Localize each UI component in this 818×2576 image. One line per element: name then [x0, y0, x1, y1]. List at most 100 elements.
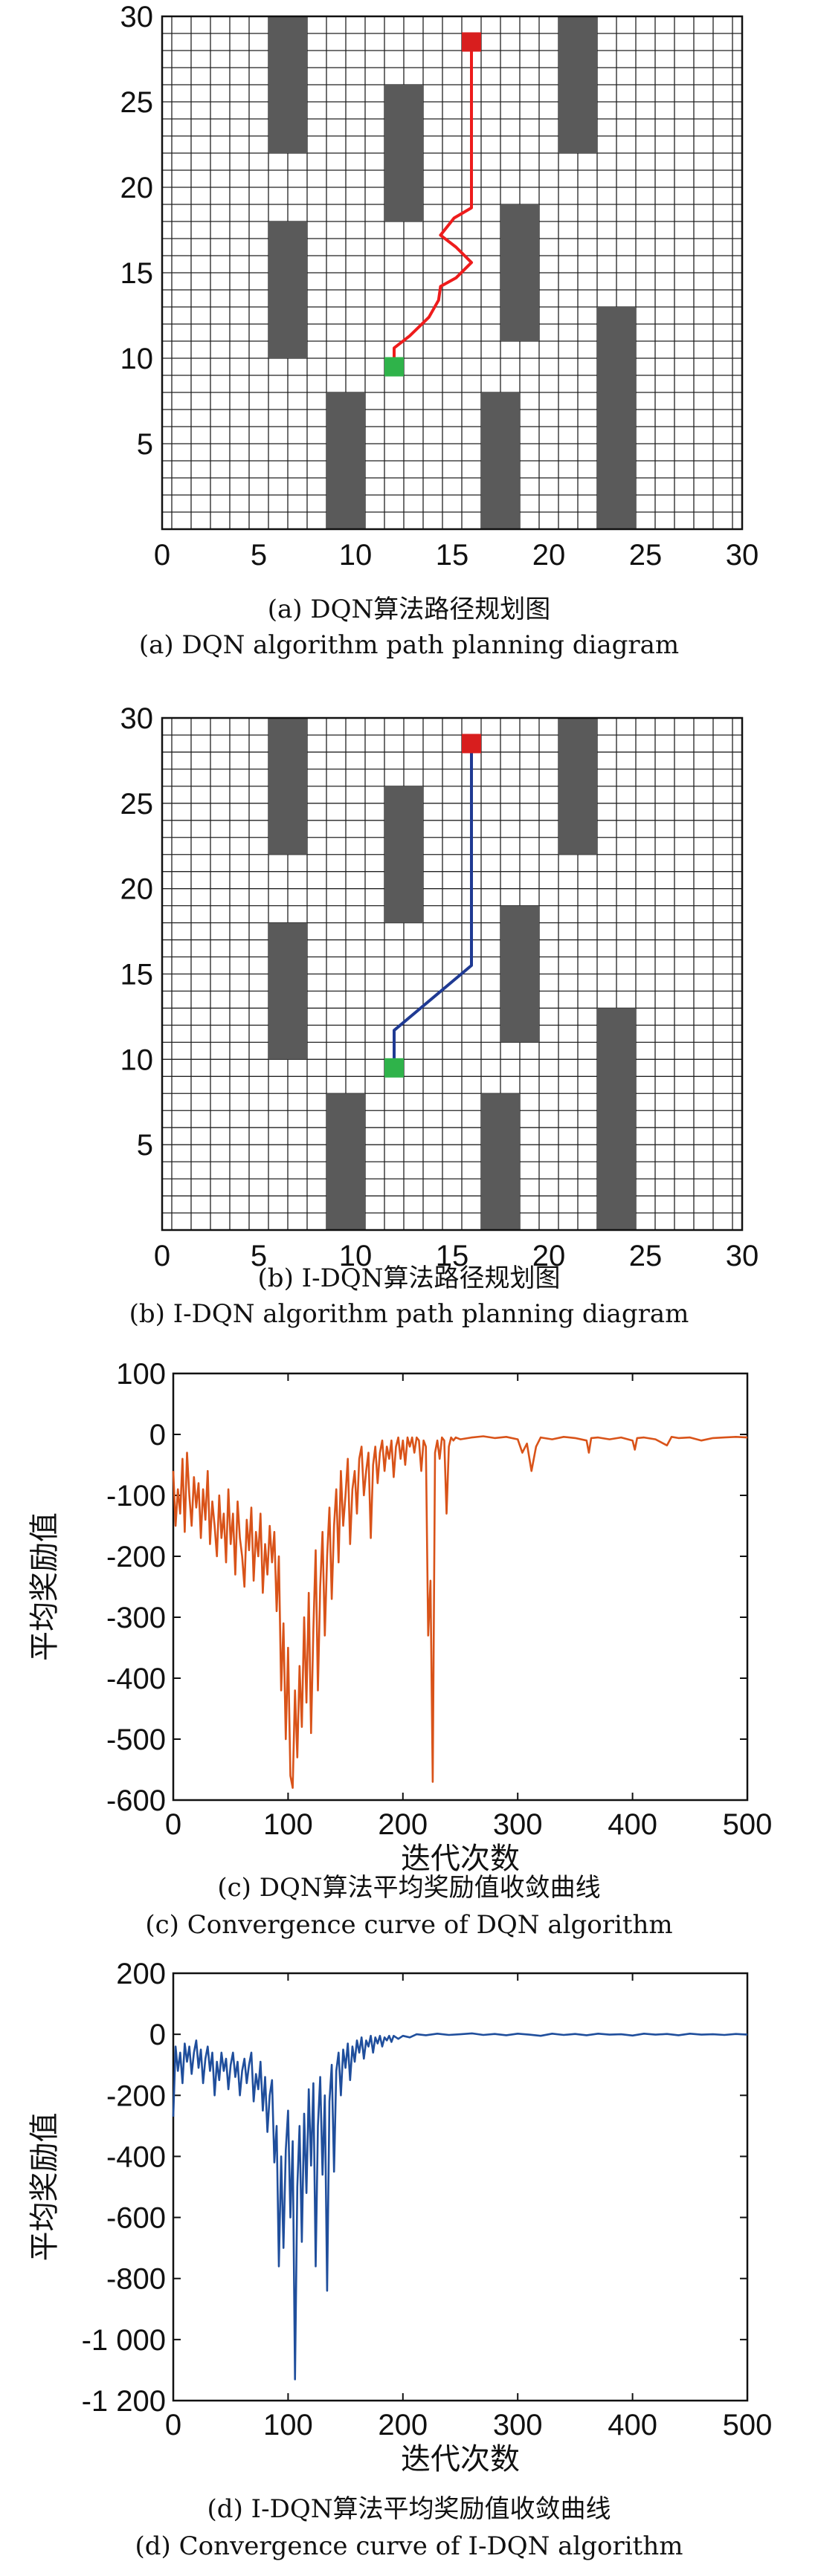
line-chart-d: 0 100 200 300 400 500 200 0 -200 -400 -600 -800 -1 0… — [28, 1958, 772, 2476]
ticks: 0 100 200 300 400 500 100 0 -100 -200 -300 -400 -500… — [106, 1358, 772, 1841]
x-tick-label: 25 — [629, 1240, 663, 1272]
y-tick-label: -600 — [106, 2202, 166, 2235]
y-tick-label: -400 — [106, 1663, 166, 1695]
y-tick-label: 5 — [137, 1129, 153, 1162]
x-tick-label: 15 — [436, 1240, 469, 1272]
x-tick-label: 5 — [251, 1240, 267, 1272]
y-tick-label: 5 — [137, 428, 153, 461]
obstacle-2 — [558, 16, 597, 153]
panel-a: 0 5 10 15 20 25 30 5 10 15 20 25 30 (a) DQN算法路径规划图 (… — [0, 0, 818, 669]
y-axis-label: 平均奖励值 — [28, 2113, 62, 2262]
x-tick-label: 400 — [608, 1808, 657, 1841]
y-axis-label: 平均奖励值 — [28, 1512, 62, 1661]
axes-frame — [161, 15, 744, 531]
x-tick-label: 5 — [251, 539, 267, 572]
tick-labels: 0 5 10 15 20 25 30 5 10 15 20 25 30 — [120, 1, 759, 572]
x-tick-label: 0 — [154, 539, 170, 572]
y-tick-label: 200 — [116, 1958, 166, 1990]
caption-b-cn: (b) I-DQN算法路径规划图 — [257, 1263, 561, 1293]
series-line — [172, 1435, 748, 1789]
obstacle-4 — [500, 204, 539, 341]
y-tick-label: 10 — [120, 343, 154, 375]
x-tick-label: 500 — [723, 1808, 773, 1841]
y-tick-label: -400 — [106, 2140, 166, 2173]
x-tick-label: 10 — [339, 539, 373, 572]
x-axis-label: 迭代次数 — [401, 2442, 520, 2476]
y-tick-label: 20 — [120, 873, 154, 906]
obstacle-2 — [558, 718, 597, 855]
obstacle-1 — [384, 786, 423, 923]
y-tick-label: -200 — [106, 1541, 166, 1573]
caption-d-cn: (d) I-DQN算法平均奖励值收敛曲线 — [207, 2494, 611, 2524]
caption-a-en: (a) DQN algorithm path planning diagram — [138, 630, 680, 660]
obstacle-1 — [384, 85, 423, 221]
panel-b: 0 5 10 15 20 25 30 5 10 15 20 25 30 (b) I-DQN算法路径规划图… — [0, 676, 818, 1345]
x-tick-label: 0 — [165, 1808, 181, 1841]
y-tick-label: -1 000 — [82, 2324, 166, 2357]
y-tick-label: 30 — [120, 1, 154, 33]
x-tick-label: 30 — [726, 1240, 759, 1272]
start-marker — [384, 357, 404, 377]
y-tick-label: 0 — [149, 1419, 166, 1452]
y-tick-label: 15 — [120, 257, 154, 290]
x-tick-label: 100 — [263, 2409, 313, 2441]
obstacle-5 — [597, 307, 636, 529]
x-tick-label: 15 — [436, 539, 469, 572]
y-tick-label: -600 — [106, 1784, 166, 1817]
x-tick-label: 25 — [629, 539, 663, 572]
x-axis-label: 迭代次数 — [401, 1842, 520, 1876]
grid-lines — [162, 717, 743, 1231]
y-tick-label: 30 — [120, 702, 154, 735]
x-tick-label: 300 — [493, 1808, 543, 1841]
tick-labels: 0 5 10 15 20 25 30 5 10 15 20 25 30 — [120, 702, 759, 1272]
y-tick-label: -500 — [106, 1724, 166, 1756]
panel-d: 0 100 200 300 400 500 200 0 -200 -400 -600 -800 -1 0… — [0, 1955, 818, 2576]
goal-marker — [462, 32, 481, 52]
grid-path-chart-a: 0 5 10 15 20 25 30 5 10 15 20 25 30 — [120, 1, 759, 572]
obstacle-6 — [326, 1093, 365, 1230]
obstacle-0 — [268, 718, 307, 855]
caption-b-en: (b) I-DQN algorithm path planning diagra… — [129, 1299, 689, 1329]
caption-a-cn: (a) DQN算法路径规划图 — [267, 595, 551, 624]
caption-c-en: (c) Convergence curve of DQN algorithm — [145, 1910, 673, 1940]
y-tick-label: 25 — [120, 86, 154, 119]
y-tick-label: -300 — [106, 1602, 166, 1634]
x-tick-label: 10 — [339, 1240, 373, 1272]
x-tick-label: 20 — [532, 539, 566, 572]
x-tick-label: 20 — [532, 1240, 566, 1272]
line-chart-c: 0 100 200 300 400 500 100 0 -100 -200 -300 -400 -500… — [28, 1358, 772, 1876]
axes-frame — [172, 1972, 749, 2402]
axes-frame — [161, 716, 744, 1232]
y-tick-label: 15 — [120, 959, 154, 991]
x-tick-label: 200 — [378, 1808, 428, 1841]
obstacle-3 — [268, 922, 307, 1060]
y-tick-label: -100 — [106, 1480, 166, 1512]
caption-c-cn: (c) DQN算法平均奖励值收敛曲线 — [217, 1873, 601, 1903]
axes-frame — [172, 1372, 749, 1802]
y-tick-label: 25 — [120, 788, 154, 821]
caption-d-en: (d) Convergence curve of I-DQN algorithm — [135, 2531, 683, 2561]
x-tick-label: 400 — [608, 2409, 657, 2441]
obstacle-5 — [597, 1008, 636, 1230]
robot-path — [393, 743, 473, 1068]
goal-marker — [462, 734, 481, 754]
y-tick-label: -800 — [106, 2263, 166, 2296]
y-tick-label: -1 200 — [82, 2385, 166, 2418]
x-tick-label: 0 — [165, 2409, 181, 2441]
obstacles — [268, 718, 636, 1230]
obstacle-3 — [268, 221, 307, 358]
obstacle-6 — [326, 392, 365, 529]
x-tick-label: 300 — [493, 2409, 543, 2441]
obstacle-4 — [500, 905, 539, 1043]
y-tick-label: 100 — [116, 1358, 166, 1391]
x-tick-label: 30 — [726, 539, 759, 572]
start-marker — [384, 1058, 404, 1078]
x-tick-label: 100 — [263, 1808, 313, 1841]
obstacle-7 — [481, 1093, 520, 1230]
y-tick-label: 20 — [120, 172, 154, 204]
x-tick-label: 200 — [378, 2409, 428, 2441]
grid-path-chart-b: 0 5 10 15 20 25 30 5 10 15 20 25 30 — [120, 702, 759, 1272]
panel-c: 0 100 200 300 400 500 100 0 -100 -200 -300 -400 -500… — [0, 1353, 818, 1947]
y-tick-label: 10 — [120, 1043, 154, 1076]
y-tick-label: -200 — [106, 2080, 166, 2112]
